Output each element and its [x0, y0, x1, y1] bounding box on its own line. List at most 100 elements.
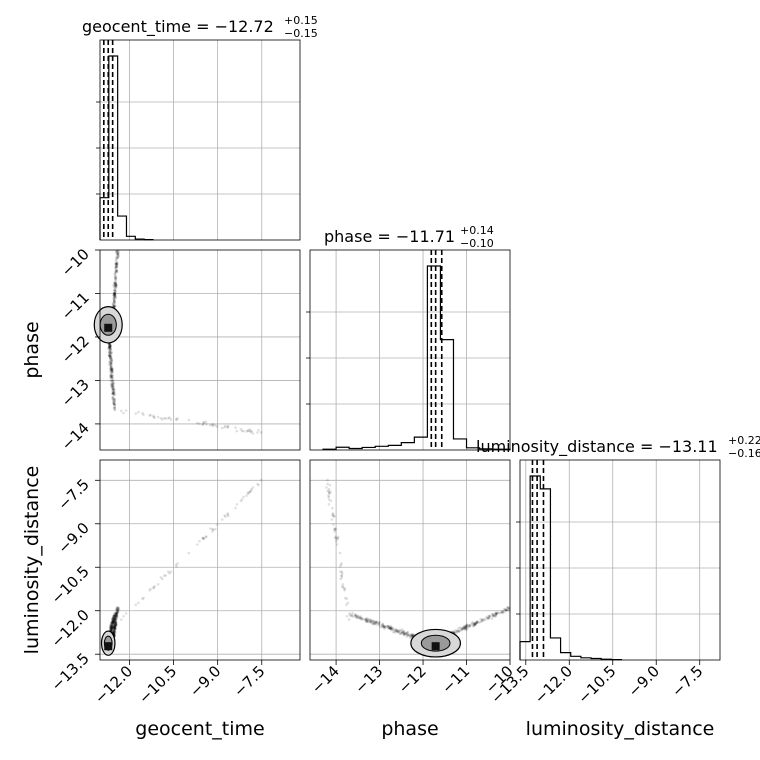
sample-point — [142, 413, 145, 417]
sample-point — [109, 383, 113, 386]
sample-point — [365, 617, 368, 621]
sample-point — [375, 623, 378, 626]
sample-point — [113, 627, 117, 630]
sample-point — [111, 379, 115, 383]
sample-point — [113, 398, 116, 401]
sample-point — [474, 623, 478, 626]
sample-point — [111, 621, 114, 624]
sample-point — [113, 618, 116, 622]
sample-point — [116, 252, 119, 255]
sample-point — [114, 265, 118, 269]
sample-point — [468, 624, 471, 627]
sample-point — [398, 629, 402, 632]
sample-point — [111, 383, 115, 387]
sample-point — [468, 625, 471, 628]
sample-point — [377, 622, 381, 626]
sample-point — [113, 616, 116, 620]
sample-point — [462, 625, 466, 629]
sample-point — [113, 613, 116, 616]
sample-point — [108, 354, 111, 358]
sample-point — [465, 624, 468, 627]
sample-point — [109, 348, 112, 352]
sample-point — [113, 623, 117, 627]
sample-point — [111, 617, 114, 621]
sample-point — [109, 626, 113, 630]
sample-point — [114, 274, 117, 278]
sample-point — [466, 626, 470, 629]
sample-point — [494, 613, 498, 616]
sample-point — [124, 612, 128, 615]
sample-point — [109, 364, 112, 367]
sample-point — [113, 623, 117, 626]
sample-point — [108, 343, 112, 347]
sample-point — [492, 613, 495, 617]
sample-point — [400, 630, 403, 634]
sample-point — [463, 624, 467, 628]
sample-point — [110, 627, 113, 631]
sample-point — [366, 619, 370, 622]
sample-point — [460, 628, 464, 632]
sample-point — [111, 380, 114, 383]
sample-point — [114, 269, 117, 273]
sample-point — [113, 630, 117, 633]
x-tick-label: −7.5 — [668, 662, 706, 700]
sample-point — [480, 618, 484, 622]
sample-point — [113, 626, 116, 629]
sample-point — [110, 362, 113, 365]
sample-point — [111, 395, 115, 399]
sample-point — [366, 619, 370, 622]
sample-point — [111, 396, 114, 400]
sample-point — [108, 347, 111, 350]
sample-point — [397, 631, 400, 634]
sample-point — [115, 270, 118, 273]
sample-point — [141, 597, 144, 600]
sample-point — [407, 634, 410, 637]
sample-point — [114, 256, 118, 259]
sample-point — [211, 424, 214, 427]
sample-point — [486, 617, 490, 620]
sample-point — [410, 634, 413, 638]
sample-point — [113, 291, 117, 295]
sample-point — [114, 261, 118, 264]
sample-point — [110, 623, 114, 626]
sample-point — [113, 291, 117, 295]
sample-point — [409, 635, 413, 638]
sample-point — [109, 352, 113, 356]
sample-point — [456, 629, 460, 633]
sample-point — [113, 614, 116, 618]
sample-point — [115, 263, 118, 267]
sample-point — [116, 261, 119, 264]
sample-point — [176, 562, 179, 565]
sample-point — [114, 289, 117, 292]
sample-point — [115, 611, 119, 615]
panel-1-1 — [310, 250, 510, 450]
sample-point — [113, 616, 116, 619]
sample-point — [326, 482, 329, 486]
sample-point — [163, 574, 166, 577]
sample-point — [405, 631, 409, 634]
sample-point — [114, 282, 117, 286]
sample-point — [336, 537, 340, 540]
sample-point — [109, 626, 112, 630]
sample-point — [257, 483, 260, 487]
sample-point — [115, 613, 119, 616]
sample-point — [351, 611, 354, 615]
sample-point — [463, 625, 466, 628]
sample-point — [114, 617, 118, 620]
sample-point — [462, 627, 465, 630]
sample-point — [251, 486, 255, 489]
sample-point — [124, 409, 128, 412]
sample-point — [108, 344, 112, 348]
sample-point — [110, 625, 114, 628]
sample-point — [113, 625, 116, 629]
sample-point — [327, 494, 330, 497]
sample-point — [498, 611, 502, 615]
sample-point — [112, 392, 115, 396]
sample-point — [161, 577, 164, 581]
sample-point — [211, 528, 215, 531]
sample-point — [110, 368, 114, 372]
sample-point — [111, 398, 115, 402]
sample-point — [111, 387, 114, 391]
sample-point — [113, 405, 117, 409]
sample-point — [196, 421, 199, 425]
